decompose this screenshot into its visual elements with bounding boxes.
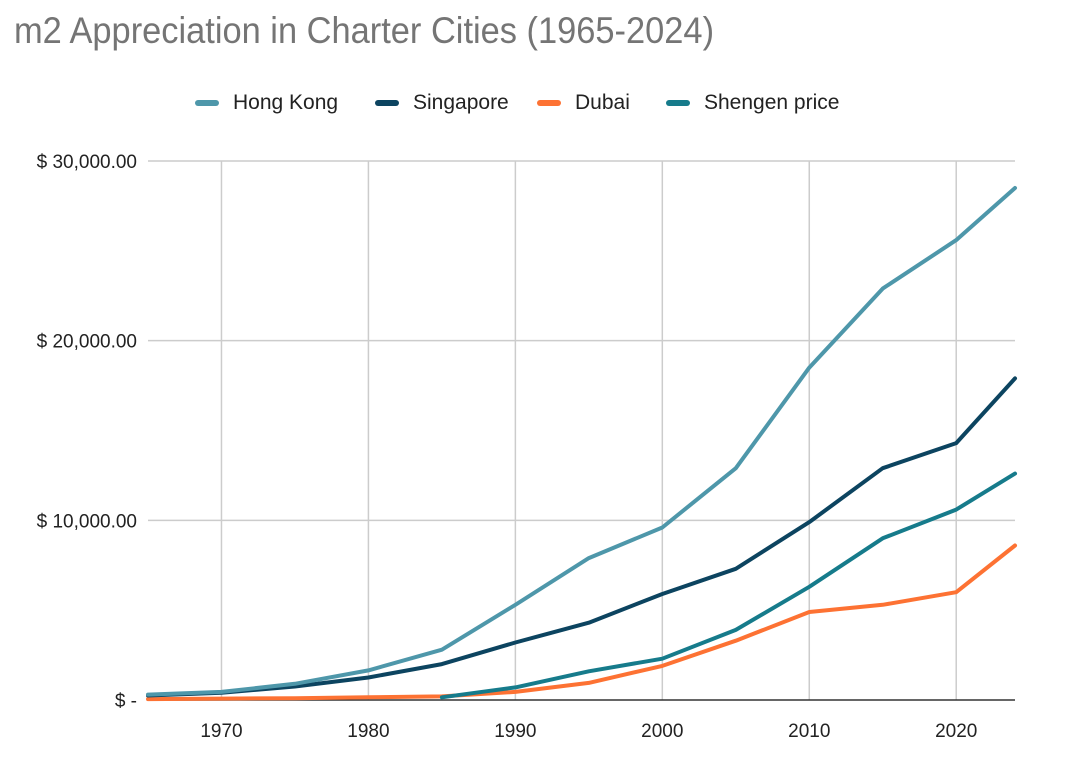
chart-title: m2 Appreciation in Charter Cities (1965-…: [14, 10, 715, 51]
series-line-singapore: [146, 376, 1017, 698]
x-tick-label: 1970: [200, 721, 242, 742]
legend-item-singapore: Singapore: [375, 86, 509, 120]
legend-label: Dubai: [575, 91, 630, 114]
x-tick-label: 2000: [641, 721, 683, 742]
x-tick-label: 1990: [494, 721, 536, 742]
y-tick-label: $ -: [115, 691, 137, 712]
legend-swatch: [666, 100, 690, 106]
legend-label: Singapore: [413, 91, 509, 114]
y-tick-label: $ 30,000.00: [37, 152, 137, 173]
legend-swatch: [537, 100, 561, 106]
legend-label: Shengen price: [704, 91, 840, 114]
series-line-dubai: [146, 543, 1017, 702]
legend-item-dubai: Dubai: [537, 86, 630, 120]
y-tick-label: $ 20,000.00: [37, 332, 137, 353]
x-tick-label: 1980: [347, 721, 389, 742]
legend-item-shengen-price: Shengen price: [666, 86, 839, 120]
legend-item-hong-kong: Hong Kong: [195, 86, 338, 120]
legend-label: Hong Kong: [233, 91, 339, 114]
x-tick-label: 2020: [935, 721, 977, 742]
y-tick-label: $ 10,000.00: [37, 511, 137, 532]
legend-swatch: [375, 100, 399, 106]
series-line-shengen-price: [439, 471, 1017, 700]
x-tick-label: 2010: [788, 721, 830, 742]
series-line-hong-kong: [146, 186, 1017, 697]
legend-swatch: [195, 100, 219, 106]
legend: Hong Kong Singapore Dubai Shengen price: [0, 86, 1076, 120]
